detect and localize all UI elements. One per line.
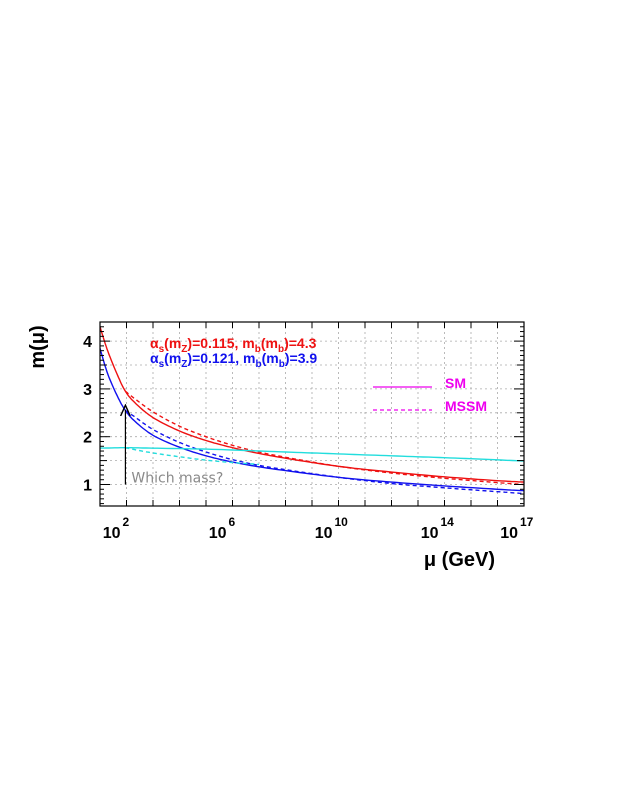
which-mass-label: Which mass?: [131, 470, 223, 486]
x-tick-exponent: 6: [229, 515, 236, 529]
legend: SM MSSM: [373, 375, 487, 414]
x-tick-label: 10: [315, 525, 333, 542]
series-line-3: [124, 409, 524, 495]
annotation-blue: αs(mZ)=0.121, mb(mb)=3.9: [150, 350, 317, 370]
y-tick-label: 3: [83, 382, 92, 399]
series-line-5: [125, 447, 260, 466]
y-tick-label: 2: [83, 430, 92, 447]
series-line-1: [124, 390, 524, 486]
x-tick-label: 10: [421, 525, 439, 542]
annotation-red: αs(mZ)=0.115, mb(mb)=4.3: [150, 335, 317, 355]
x-tick-label: 10: [500, 525, 518, 542]
x-tick-exponent: 17: [520, 515, 534, 529]
x-axis-title: μ (GeV): [424, 549, 495, 571]
series-line-4: [100, 447, 524, 462]
legend-mssm-label: MSSM: [445, 398, 487, 414]
series-line-0: [100, 326, 524, 483]
x-tick-label: 10: [209, 525, 227, 542]
y-axis-title: m(μ): [27, 325, 49, 368]
x-tick-exponent: 14: [441, 515, 455, 529]
x-tick-exponent: 2: [123, 515, 130, 529]
grid: [99, 322, 524, 506]
legend-sm-label: SM: [445, 375, 466, 391]
ticks: [99, 322, 525, 506]
x-tick-exponent: 10: [335, 515, 349, 529]
y-tick-label: 4: [83, 334, 92, 351]
x-tick-label: 10: [103, 525, 121, 542]
y-tick-label: 1: [83, 477, 92, 494]
